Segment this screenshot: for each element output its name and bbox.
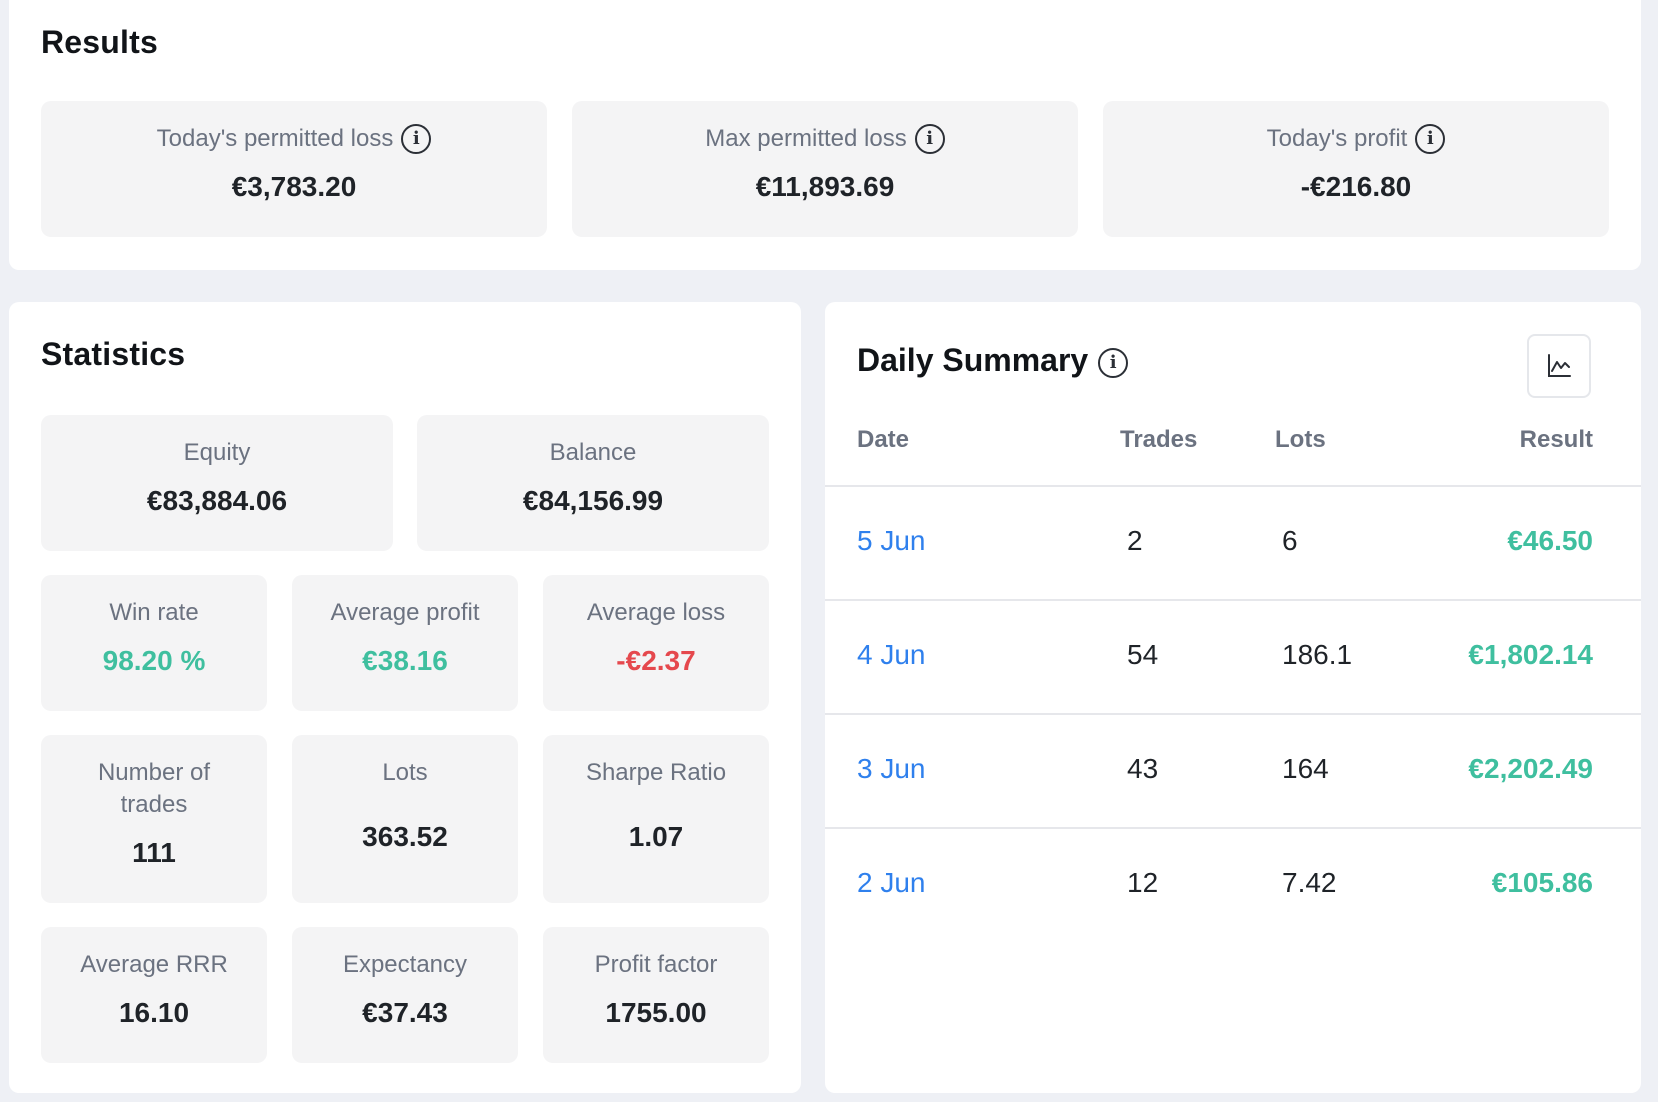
number-of-trades-card: Number of trades 111 [41, 735, 267, 903]
row-date-link[interactable]: 5 Jun [857, 525, 926, 556]
row-date-link[interactable]: 2 Jun [857, 867, 926, 898]
win-rate-card: Win rate 98.20 % [41, 575, 267, 711]
row-result: €105.86 [1491, 867, 1593, 898]
equity-value: €83,884.06 [146, 485, 288, 516]
lots-label: Lots [382, 759, 428, 786]
todays-permitted-loss-value: €3,783.20 [231, 171, 357, 202]
statistics-panel: Statistics Equity €83,884.06 Balance €84… [9, 302, 801, 1093]
row-result: €2,202.49 [1468, 753, 1593, 784]
row-trades: 54 [1127, 639, 1159, 670]
equity-card: Equity €83,884.06 [41, 415, 393, 551]
info-icon[interactable]: i [1415, 124, 1446, 154]
results-panel: Results Today's permitted loss i €3,783.… [9, 0, 1641, 270]
line-chart-icon [1548, 354, 1571, 377]
lots-card: Lots 363.52 [292, 735, 518, 903]
column-header-lots[interactable]: Lots [1275, 426, 1326, 453]
statistics-title: Statistics [41, 336, 186, 372]
info-icon[interactable]: i [401, 124, 432, 154]
balance-value: €84,156.99 [522, 485, 664, 516]
average-loss-label: Average loss [586, 599, 726, 626]
max-permitted-loss-value: €11,893.69 [755, 171, 895, 202]
expectancy-label: Expectancy [342, 951, 468, 978]
number-of-trades-label-line1: Number of [97, 759, 211, 786]
profit-factor-value: 1755.00 [605, 997, 707, 1028]
row-date-link[interactable]: 3 Jun [857, 753, 926, 784]
profit-factor-label: Profit factor [594, 951, 718, 978]
sharpe-ratio-value: 1.07 [628, 821, 684, 852]
sharpe-ratio-card: Sharpe Ratio 1.07 [543, 735, 769, 903]
average-profit-label: Average profit [330, 599, 480, 626]
info-icon[interactable]: i [1098, 347, 1129, 378]
row-lots: 186.1 [1282, 639, 1353, 670]
average-rrr-label: Average RRR [80, 951, 228, 978]
row-result: €1,802.14 [1468, 639, 1593, 670]
win-rate-value: 98.20 % [102, 645, 206, 676]
expectancy-card: Expectancy €37.43 [292, 927, 518, 1063]
number-of-trades-label-line2: trades [120, 791, 188, 818]
average-loss-value: -€2.37 [616, 645, 696, 676]
table-row: 4 Jun 54 186.1 €1,802.14 [825, 599, 1641, 713]
todays-permitted-loss-label: Today's permitted loss [156, 125, 394, 152]
average-profit-card: Average profit €38.16 [292, 575, 518, 711]
results-title: Results [41, 24, 158, 60]
row-trades: 43 [1127, 753, 1159, 784]
max-permitted-loss-label: Max permitted loss [705, 125, 907, 152]
table-row: 3 Jun 43 164 €2,202.49 [825, 713, 1641, 827]
row-lots: 7.42 [1282, 867, 1337, 898]
profit-factor-card: Profit factor 1755.00 [543, 927, 769, 1063]
todays-permitted-loss-card: Today's permitted loss i €3,783.20 [41, 101, 547, 237]
todays-profit-value: -€216.80 [1300, 171, 1412, 202]
row-date-link[interactable]: 4 Jun [857, 639, 926, 670]
column-header-trades[interactable]: Trades [1120, 426, 1198, 453]
info-icon[interactable]: i [914, 124, 945, 154]
win-rate-label: Win rate [109, 599, 199, 626]
balance-label: Balance [549, 439, 637, 466]
todays-profit-label: Today's profit [1266, 125, 1408, 152]
table-row: 5 Jun 2 6 €46.50 [825, 485, 1641, 599]
daily-summary-header: Daily Summary i [857, 342, 1129, 379]
lots-value: 363.52 [362, 821, 448, 852]
average-loss-card: Average loss -€2.37 [543, 575, 769, 711]
equity-label: Equity [183, 439, 251, 466]
average-profit-value: €38.16 [362, 645, 448, 676]
column-header-date[interactable]: Date [857, 426, 910, 453]
column-header-result[interactable]: Result [1519, 426, 1593, 453]
row-result: €46.50 [1507, 525, 1593, 556]
daily-summary-title: Daily Summary [857, 342, 1089, 378]
table-row: 2 Jun 12 7.42 €105.86 [825, 827, 1641, 941]
average-rrr-value: 16.10 [118, 997, 190, 1028]
chart-view-button[interactable] [1527, 334, 1591, 398]
balance-card: Balance €84,156.99 [417, 415, 769, 551]
max-permitted-loss-card: Max permitted loss i €11,893.69 [572, 101, 1078, 237]
average-rrr-card: Average RRR 16.10 [41, 927, 267, 1063]
daily-summary-panel: Daily Summary i Date Trades Lots Result … [825, 302, 1641, 1093]
todays-profit-card: Today's profit i -€216.80 [1103, 101, 1609, 237]
row-trades: 12 [1127, 867, 1159, 898]
row-lots: 164 [1282, 753, 1329, 784]
row-lots: 6 [1282, 525, 1298, 556]
sharpe-ratio-label: Sharpe Ratio [585, 759, 727, 786]
expectancy-value: €37.43 [362, 997, 448, 1028]
number-of-trades-value: 111 [132, 837, 176, 868]
row-trades: 2 [1127, 525, 1143, 556]
